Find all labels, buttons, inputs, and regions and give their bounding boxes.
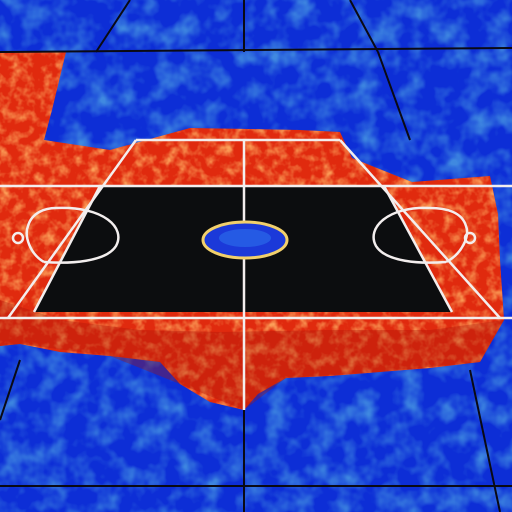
center-circle-highlight — [219, 229, 271, 247]
red-surround-shade — [0, 300, 504, 410]
court-markings — [0, 138, 512, 410]
